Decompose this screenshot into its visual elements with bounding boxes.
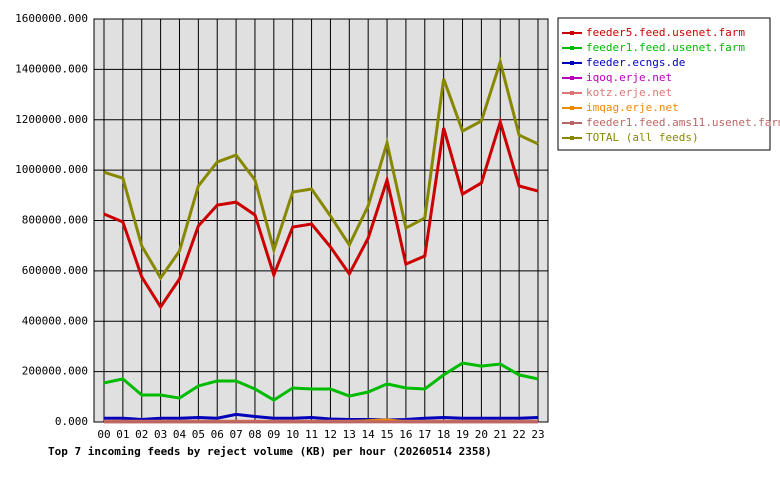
x-tick-label: 14: [362, 428, 376, 441]
legend-marker: [570, 136, 574, 140]
x-tick-label: 20: [475, 428, 488, 441]
x-tick-label: 01: [116, 428, 129, 441]
legend-label: feeder1.feed.ams11.usenet.farm: [586, 116, 780, 129]
legend-marker: [570, 76, 574, 80]
legend-marker: [570, 121, 574, 125]
series-line: [103, 56, 539, 281]
x-tick-label: 13: [343, 428, 356, 441]
series-line: [103, 361, 539, 402]
legend-label: feeder1.feed.usenet.farm: [586, 41, 745, 54]
x-tick-label: 15: [380, 428, 393, 441]
legend-marker: [570, 31, 574, 35]
chart-title: Top 7 incoming feeds by reject volume (K…: [48, 445, 492, 458]
y-tick-label: 1000000.000: [15, 163, 88, 176]
y-tick-label: 1600000.000: [15, 12, 88, 25]
y-tick-label: 0.000: [55, 415, 88, 428]
x-tick-label: 21: [494, 428, 507, 441]
x-tick-label: 22: [513, 428, 526, 441]
y-tick-label: 800000.000: [22, 214, 88, 227]
legend-marker: [570, 61, 574, 65]
y-tick-label: 600000.000: [22, 264, 88, 277]
x-tick-label: 11: [305, 428, 318, 441]
y-tick-label: 1400000.000: [15, 62, 88, 75]
legend-marker: [570, 91, 574, 95]
x-tick-label: 00: [97, 428, 110, 441]
x-tick-label: 23: [531, 428, 544, 441]
x-tick-label: 16: [399, 428, 412, 441]
legend-label: kotz.erje.net: [586, 86, 672, 99]
y-tick-label: 1200000.000: [15, 113, 88, 126]
x-tick-label: 18: [437, 428, 450, 441]
x-tick-label: 03: [154, 428, 167, 441]
x-tick-label: 12: [324, 428, 337, 441]
legend-label: feeder5.feed.usenet.farm: [586, 26, 745, 39]
x-tick-label: 07: [229, 428, 242, 441]
x-tick-label: 05: [192, 428, 205, 441]
legend-box: [557, 17, 771, 151]
y-tick-label: 200000.000: [22, 365, 88, 378]
x-tick-label: 09: [267, 428, 280, 441]
legend-label: iqoq.erje.net: [586, 71, 672, 84]
legend-marker: [570, 106, 574, 110]
legend-label: feeder.ecngs.de: [586, 56, 685, 69]
x-tick-label: 04: [173, 428, 187, 441]
series-line: [104, 412, 539, 422]
x-tick-label: 08: [248, 428, 261, 441]
x-tick-label: 06: [211, 428, 224, 441]
x-tick-label: 02: [135, 428, 148, 441]
series-line: [103, 116, 539, 310]
y-tick-label: 400000.000: [22, 314, 88, 327]
x-tick-label: 19: [456, 428, 469, 441]
legend-marker: [570, 46, 574, 50]
x-tick-label: 17: [418, 428, 431, 441]
legend-label: imqag.erje.net: [586, 101, 679, 114]
legend-label: TOTAL (all feeds): [586, 131, 699, 144]
x-tick-label: 10: [286, 428, 299, 441]
